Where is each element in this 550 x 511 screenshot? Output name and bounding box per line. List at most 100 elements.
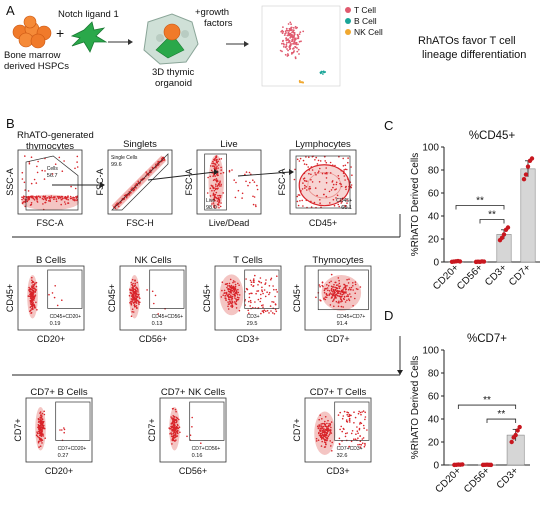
flow-event — [335, 281, 337, 284]
flow-plot-xlabel: CD56+ — [139, 334, 167, 344]
flow-event — [222, 294, 224, 297]
flow-plot-xlabel: Live/Dead — [209, 218, 250, 228]
flow-event — [213, 206, 215, 208]
flow-event — [231, 306, 233, 309]
flow-event — [346, 421, 349, 423]
flow-event — [227, 294, 229, 297]
flow-event — [317, 159, 320, 162]
flow-event — [260, 312, 262, 315]
flow-event — [237, 282, 239, 285]
flow-event — [136, 306, 138, 309]
umap-point-t — [288, 33, 291, 36]
data-point — [505, 225, 511, 230]
flow-event — [38, 428, 40, 430]
flow-event — [270, 310, 272, 312]
flow-event — [29, 288, 31, 290]
flow-event — [232, 281, 234, 284]
flow-event — [322, 193, 325, 196]
y-tick-label: 80 — [428, 369, 440, 380]
flow-plot-title: T Cells — [233, 255, 263, 266]
flow-event — [211, 189, 213, 192]
flow-event — [304, 187, 306, 189]
flow-event — [354, 281, 357, 283]
flow-event — [176, 427, 178, 430]
flow-event — [232, 280, 235, 282]
flow-plot-xlabel: CD45+ — [309, 218, 337, 228]
flow-event — [230, 285, 232, 287]
flow-event — [364, 418, 366, 421]
umap-point-t — [293, 34, 295, 37]
umap-point-t — [289, 43, 292, 46]
flow-event — [321, 427, 324, 430]
flow-event — [130, 300, 132, 303]
data-point — [521, 177, 527, 182]
flow-event — [354, 297, 356, 300]
flow-event — [273, 313, 276, 315]
flow-event — [172, 415, 174, 417]
flow-event — [363, 445, 366, 448]
flow-event — [340, 305, 343, 308]
flow-event — [30, 301, 32, 303]
flow-event — [29, 310, 31, 313]
flow-event — [218, 182, 221, 184]
flow-event — [348, 445, 350, 448]
flow-event — [235, 298, 237, 300]
chart-title: %CD45+ — [469, 130, 516, 142]
flow-event — [215, 183, 217, 186]
flow-event — [227, 288, 230, 290]
flow-plot-10: CD7+ NK Cells CD7+CD56+0.16 CD56+ CD7+ — [147, 387, 227, 476]
flow-event — [256, 188, 259, 191]
flow-event — [238, 294, 241, 296]
flow-event — [213, 194, 216, 196]
flow-event — [21, 171, 24, 174]
flow-event — [298, 160, 301, 162]
flow-event — [75, 196, 77, 198]
flow-event — [228, 296, 231, 298]
flow-event — [39, 418, 41, 420]
flow-event — [342, 288, 344, 291]
umap-point-t — [297, 48, 300, 51]
flow-event — [217, 187, 219, 189]
flow-event — [234, 302, 237, 305]
flow-event — [252, 279, 255, 282]
flow-event — [170, 422, 173, 425]
flow-event — [325, 433, 328, 436]
umap-point-t — [292, 35, 295, 38]
flow-event — [69, 197, 72, 200]
flow-event — [254, 274, 256, 277]
flow-event — [139, 297, 141, 300]
flow-event — [36, 197, 38, 200]
flow-event — [324, 296, 327, 298]
flow-event — [40, 419, 42, 422]
flow-event — [364, 442, 366, 445]
umap-point-t — [283, 34, 286, 36]
flow-event — [310, 166, 313, 168]
flow-event — [234, 285, 237, 288]
flow-event — [314, 172, 316, 174]
flow-event — [340, 425, 343, 428]
flow-event — [325, 292, 328, 295]
flow-event — [237, 189, 240, 192]
flow-event — [24, 205, 27, 208]
flow-event — [27, 190, 30, 192]
flow-event — [232, 293, 234, 296]
panel-b-title-line1: RhATO-generated — [17, 130, 94, 141]
flow-event — [351, 430, 354, 432]
flow-event — [171, 443, 173, 445]
flow-event — [51, 292, 54, 294]
flow-event — [359, 443, 361, 446]
flow-event — [227, 305, 229, 308]
flow-event — [114, 204, 117, 206]
flow-event — [215, 191, 218, 194]
flow-event — [315, 296, 317, 299]
flow-event — [333, 204, 336, 207]
flow-event — [130, 303, 132, 305]
flow-event — [274, 308, 277, 311]
umap-point-t — [292, 27, 295, 29]
flow-event — [339, 411, 342, 414]
flow-event — [305, 186, 308, 188]
flow-event — [213, 189, 216, 192]
umap-point-t — [289, 47, 292, 50]
